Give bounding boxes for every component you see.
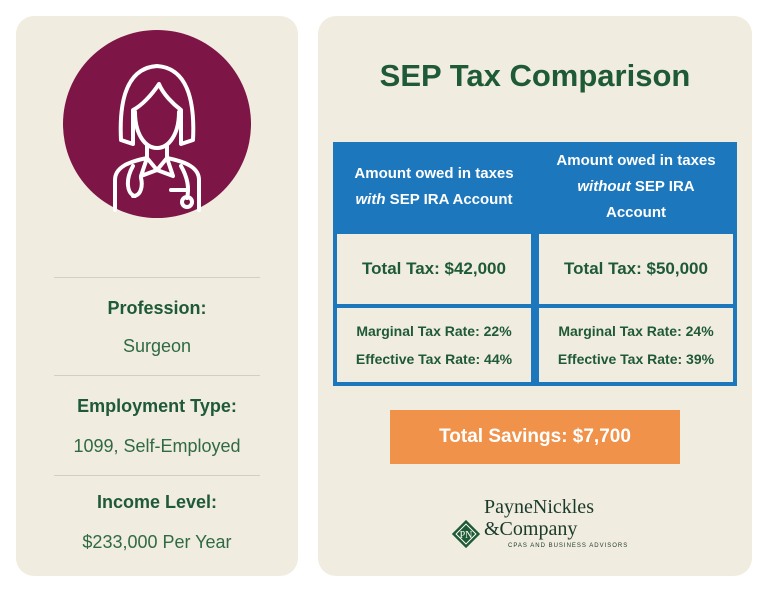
- header-with-sep: Amount owed in taxes with SEP IRA Accoun…: [354, 165, 514, 208]
- effective-rate-with-sep: Effective Tax Rate: 44%: [355, 351, 513, 367]
- profile-panel: Profession: Surgeon Employment Type: 109…: [16, 16, 298, 576]
- total-tax-without-sep: Total Tax: $50,000: [539, 234, 733, 304]
- income-level-value: $233,000 Per Year: [82, 532, 232, 552]
- employment-type-value: 1099, Self-Employed: [73, 436, 241, 456]
- total-tax-with-sep: Total Tax: $42,000: [337, 234, 531, 304]
- doctor-avatar-icon: [113, 64, 201, 212]
- profession-value: Surgeon: [122, 336, 192, 356]
- total-savings-banner: Total Savings: $7,700: [390, 410, 680, 464]
- comparison-panel: SEP Tax Comparison Amount owed in taxes …: [318, 16, 752, 576]
- page-title: SEP Tax Comparison: [379, 58, 691, 93]
- svg-text:PN: PN: [460, 530, 473, 541]
- company-logo: PN PayneNickles &Company CPAS AND BUSINE…: [450, 496, 630, 560]
- rates-without-sep: Marginal Tax Rate: 24% Effective Tax Rat…: [539, 308, 733, 382]
- marginal-rate-without-sep: Marginal Tax Rate: 24%: [558, 323, 714, 339]
- divider: [54, 277, 260, 278]
- divider: [54, 475, 260, 476]
- logo-tagline: CPAS AND BUSINESS ADVISORS: [508, 543, 629, 549]
- effective-rate-without-sep: Effective Tax Rate: 39%: [557, 351, 715, 367]
- tax-comparison-table: Amount owed in taxes with SEP IRA Accoun…: [333, 142, 737, 386]
- rates-with-sep: Marginal Tax Rate: 22% Effective Tax Rat…: [337, 308, 531, 382]
- header-without-sep: Amount owed in taxes without SEP IRA Acc…: [556, 152, 716, 221]
- profession-label: Profession:: [107, 298, 207, 318]
- divider: [54, 375, 260, 376]
- logo-name-line2: &Company: [484, 518, 578, 540]
- avatar: [63, 30, 251, 218]
- income-level-label: Income Level:: [96, 492, 218, 512]
- logo-name-line1: PayneNickles: [484, 496, 594, 518]
- pn-badge-icon: PN: [451, 519, 481, 549]
- marginal-rate-with-sep: Marginal Tax Rate: 22%: [356, 323, 512, 339]
- employment-type-label: Employment Type:: [77, 396, 237, 416]
